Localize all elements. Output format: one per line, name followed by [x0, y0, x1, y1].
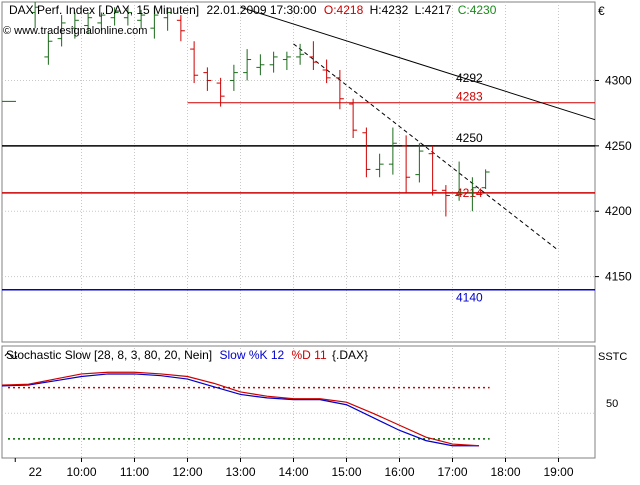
- ohlc-bar: [256, 54, 265, 76]
- x-tick-label: 18:00: [490, 465, 520, 479]
- x-tick-label: 14:00: [278, 465, 308, 479]
- ohlc-bar: [481, 169, 490, 189]
- resistance-trendline: [240, 6, 596, 121]
- watermark-text: © www.tradesignalonline.com: [3, 25, 147, 37]
- header-high: H:4232: [370, 3, 409, 17]
- stochastic-d-label: %D 11: [292, 348, 327, 362]
- ohlc-bar: [415, 143, 424, 183]
- x-tick-label: 13:00: [225, 465, 255, 479]
- ohlc-bar: [468, 177, 477, 212]
- stochastic-lines: [1, 371, 490, 447]
- ohlc-bar: [402, 135, 411, 193]
- axis-labels: 22 10:00 11:00 12:00 13:00 14:00 15:00 16:00 17:…: [14, 73, 632, 479]
- grid-layer: [2, 2, 595, 458]
- x-tick-label: 11:00: [120, 465, 149, 479]
- ohlc-bar: [70, 12, 79, 39]
- header-close: C:4230: [458, 3, 497, 17]
- ohlc-bar: [44, 33, 53, 65]
- x-tick-label: 22: [29, 465, 43, 479]
- price-panel-frame: [1, 1, 596, 343]
- x-tick-label: 16:00: [384, 465, 414, 479]
- ohlc-bar: [455, 161, 464, 201]
- y-tick-label: 4250: [605, 139, 632, 153]
- ohlc-bar: [269, 51, 278, 73]
- x-tick-label: 12:00: [172, 465, 202, 479]
- ohlc-bar: [335, 70, 344, 110]
- ohlc-bar: [309, 41, 318, 70]
- header-datetime: 22.01.2009 17:30:00: [206, 3, 316, 17]
- ohlc-bar: [428, 145, 437, 196]
- ohlc-bar: [123, 7, 132, 26]
- y-tick-label: 4150: [605, 270, 632, 284]
- ohlc-bar: [296, 43, 305, 65]
- stochastic-y-tick: 50: [606, 398, 618, 410]
- header-low: L:4217: [415, 3, 452, 17]
- header-instrument: DAX Perf. Index [.DAX, 15 Minuten]: [9, 3, 199, 17]
- price-bars: [2, 2, 490, 217]
- level-label-4140: 4140: [456, 291, 483, 305]
- oscillator-icon: [4, 353, 18, 359]
- ohlc-bar: [110, 7, 119, 26]
- stochastic-panel-frame: [1, 345, 596, 459]
- ohlc-bar: [229, 64, 238, 91]
- ohlc-bar: [441, 185, 450, 217]
- x-tick-label: 19:00: [543, 465, 573, 479]
- stochastic-axis-label: SSTC: [598, 351, 627, 363]
- ohlc-bar: [282, 51, 291, 70]
- ohlc-bar: [190, 41, 199, 84]
- ohlc-bar: [163, 7, 172, 31]
- header-open: O:4218: [324, 3, 364, 17]
- stochastic-suffix: {.DAX}: [332, 348, 368, 362]
- x-tick-label: 15:00: [331, 465, 361, 479]
- ohlc-bar: [137, 9, 146, 29]
- stochastic-header: Stochastic Slow [28, 8, 3, 80, 20, Nein]…: [6, 348, 368, 362]
- level-label-4250: 4250: [456, 131, 483, 145]
- ohlc-bar: [388, 127, 397, 175]
- y-tick-label: 4300: [605, 73, 632, 87]
- ohlc-bar: [375, 153, 384, 178]
- ohlc-bar: [57, 15, 66, 47]
- ohlc-bar: [349, 98, 358, 138]
- ohlc-bar: [150, 7, 159, 39]
- ohlc-bar: [322, 59, 331, 84]
- ohlc-bar: [97, 12, 106, 31]
- header-line: DAX Perf. Index [.DAX, 15 Minuten] 22.01…: [9, 3, 497, 17]
- y-tick-label: 4200: [605, 204, 632, 218]
- stochastic-k-label: Slow %K 12: [219, 348, 284, 362]
- ohlc-bar: [176, 15, 185, 42]
- ohlc-bar: [203, 67, 212, 91]
- ohlc-bar: [84, 12, 93, 34]
- x-tick-label: 17:00: [437, 465, 467, 479]
- ohlc-bar: [243, 49, 252, 81]
- ohlc-bar: [31, 2, 40, 29]
- stochastic-title: Stochastic Slow [28, 8, 3, 80, 20, Nein]: [6, 348, 212, 362]
- x-tick-label: 10:00: [66, 465, 96, 479]
- slow-d-line: [1, 371, 480, 447]
- slow-k-line: [1, 373, 479, 447]
- trendline-label: 4292: [456, 71, 483, 85]
- currency-symbol: €: [598, 4, 605, 18]
- ohlc-bar: [216, 77, 225, 107]
- ohlc-bar: [362, 127, 371, 178]
- level-label-4283: 4283: [456, 90, 483, 104]
